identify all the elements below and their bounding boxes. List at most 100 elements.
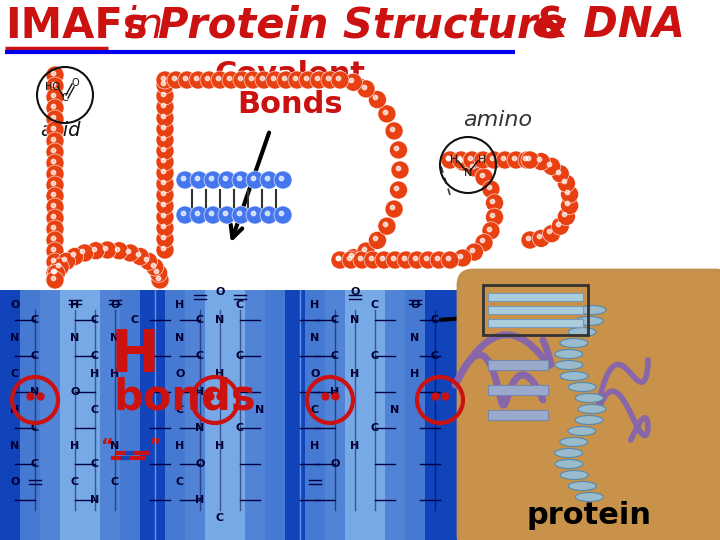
Text: H: H — [91, 369, 99, 379]
Circle shape — [331, 251, 349, 269]
Circle shape — [222, 71, 240, 89]
Text: Covalent: Covalent — [215, 60, 366, 89]
Ellipse shape — [578, 306, 606, 314]
Circle shape — [441, 251, 459, 269]
Text: N: N — [10, 333, 19, 343]
Circle shape — [178, 71, 196, 89]
Text: N: N — [10, 441, 19, 451]
Text: C: C — [196, 315, 204, 325]
Text: C: C — [31, 423, 39, 433]
Circle shape — [557, 207, 575, 226]
Text: C: C — [216, 513, 224, 523]
Circle shape — [385, 122, 403, 140]
Circle shape — [76, 244, 94, 262]
Text: H: H — [111, 327, 159, 383]
Circle shape — [452, 151, 470, 169]
Circle shape — [46, 220, 64, 238]
Text: C: C — [236, 300, 244, 310]
Circle shape — [131, 247, 149, 266]
Circle shape — [51, 258, 69, 276]
Circle shape — [397, 251, 415, 269]
Ellipse shape — [568, 482, 596, 490]
Circle shape — [46, 176, 64, 194]
Text: N: N — [215, 315, 225, 325]
Text: C: C — [62, 93, 68, 103]
Ellipse shape — [578, 404, 606, 414]
Text: H: H — [450, 155, 458, 165]
Circle shape — [156, 71, 174, 89]
Circle shape — [474, 151, 492, 169]
Circle shape — [331, 251, 349, 269]
Circle shape — [150, 264, 168, 282]
Circle shape — [299, 71, 317, 89]
Text: N: N — [310, 333, 320, 343]
Circle shape — [255, 71, 273, 89]
Circle shape — [156, 197, 174, 215]
Text: H: H — [10, 405, 19, 415]
Bar — [0, 290, 465, 540]
Circle shape — [156, 76, 174, 94]
Circle shape — [561, 197, 579, 215]
Text: H: H — [215, 369, 225, 379]
Bar — [488, 360, 548, 370]
Text: protein: protein — [526, 501, 652, 530]
Ellipse shape — [568, 382, 596, 392]
Text: C: C — [371, 351, 379, 361]
Circle shape — [66, 247, 84, 266]
Text: C: C — [176, 477, 184, 487]
Circle shape — [156, 219, 174, 237]
Circle shape — [156, 87, 174, 105]
Circle shape — [344, 73, 362, 91]
Bar — [488, 306, 583, 314]
Bar — [40, 290, 120, 540]
Circle shape — [46, 88, 64, 106]
Text: & DNA: & DNA — [518, 5, 685, 47]
Circle shape — [46, 264, 64, 282]
Text: C: C — [31, 459, 39, 469]
Bar — [345, 290, 385, 540]
Circle shape — [244, 71, 262, 89]
Circle shape — [475, 234, 493, 252]
Circle shape — [246, 171, 264, 189]
Ellipse shape — [575, 316, 603, 326]
Circle shape — [266, 71, 284, 89]
Circle shape — [156, 208, 174, 226]
Text: C: C — [331, 351, 339, 361]
Circle shape — [518, 151, 536, 169]
Circle shape — [46, 154, 64, 172]
Text: N: N — [410, 333, 420, 343]
Text: N: N — [176, 333, 184, 343]
Text: C: C — [371, 423, 379, 433]
Circle shape — [532, 230, 550, 247]
Text: acid: acid — [40, 120, 80, 139]
Circle shape — [353, 251, 371, 269]
Circle shape — [46, 198, 64, 216]
Text: H: H — [215, 441, 225, 451]
Circle shape — [465, 243, 483, 261]
Ellipse shape — [554, 449, 582, 457]
Text: in: in — [112, 5, 176, 47]
Circle shape — [218, 206, 236, 224]
Text: H: H — [71, 441, 80, 451]
Circle shape — [408, 251, 426, 269]
Circle shape — [87, 242, 105, 260]
Bar — [60, 290, 100, 540]
Circle shape — [357, 242, 375, 260]
Circle shape — [204, 206, 222, 224]
Circle shape — [532, 153, 550, 171]
Circle shape — [454, 153, 472, 171]
Circle shape — [277, 71, 295, 89]
Circle shape — [121, 244, 139, 262]
Ellipse shape — [560, 470, 588, 480]
Bar — [488, 385, 548, 395]
Circle shape — [190, 206, 208, 224]
Circle shape — [430, 251, 448, 269]
Circle shape — [482, 180, 500, 198]
Ellipse shape — [554, 349, 582, 359]
Ellipse shape — [555, 460, 582, 469]
Circle shape — [176, 171, 194, 189]
Text: O: O — [351, 287, 360, 297]
Circle shape — [507, 151, 525, 169]
Circle shape — [156, 120, 174, 138]
Ellipse shape — [560, 372, 588, 381]
